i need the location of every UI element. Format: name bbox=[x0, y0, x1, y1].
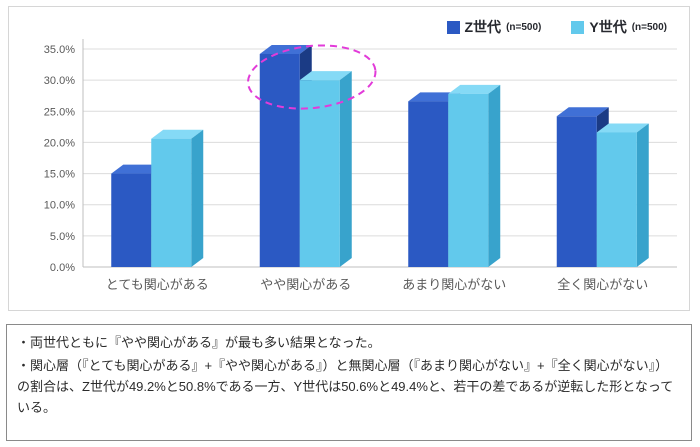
bar-chart: 0.0% 5.0% 10.0% 15.0% 20.0% 25.0% 30.0% 35.0% とて… bbox=[44, 39, 677, 292]
svg-text:やや関心がある: やや関心がある bbox=[260, 277, 351, 292]
legend-swatch-y bbox=[571, 20, 585, 34]
svg-text:35.0%: 35.0% bbox=[44, 44, 75, 56]
svg-text:30.0%: 30.0% bbox=[44, 75, 75, 87]
svg-text:あまり関心がない: あまり関心がない bbox=[402, 277, 506, 292]
notes-panel: ・両世代ともに『やや関心がある』が最も多い結果となった。 ・関心層（『とても関心… bbox=[6, 324, 692, 441]
legend-n-z: (n=500) bbox=[506, 21, 542, 33]
svg-text:10.0%: 10.0% bbox=[44, 200, 75, 212]
legend-n-y: (n=500) bbox=[631, 21, 667, 33]
legend-swatch-z bbox=[446, 20, 460, 34]
svg-text:とても関心がある: とても関心がある bbox=[106, 277, 209, 292]
note-line-2: ・関心層（『とても関心がある』+『やや関心がある』）と無関心層（『あまり関心がな… bbox=[17, 358, 674, 416]
legend-label-z: Z世代 bbox=[464, 19, 502, 35]
legend-label-y: Y世代 bbox=[589, 19, 627, 35]
svg-text:0.0%: 0.0% bbox=[50, 262, 75, 274]
legend: Z世代 (n=500) Y世代 (n=500) bbox=[446, 17, 667, 37]
legend-item-z: Z世代 (n=500) bbox=[446, 17, 542, 37]
svg-text:5.0%: 5.0% bbox=[50, 231, 75, 243]
svg-text:15.0%: 15.0% bbox=[44, 169, 75, 181]
svg-text:20.0%: 20.0% bbox=[44, 137, 75, 149]
bar-chart-panel: 0.0% 5.0% 10.0% 15.0% 20.0% 25.0% 30.0% 35.0% とて… bbox=[8, 6, 690, 311]
svg-text:25.0%: 25.0% bbox=[44, 106, 75, 118]
svg-text:全く関心がない: 全く関心がない bbox=[557, 277, 648, 292]
legend-item-y: Y世代 (n=500) bbox=[571, 17, 667, 37]
note-line-1: ・両世代ともに『やや関心がある』が最も多い結果となった。 bbox=[17, 335, 381, 350]
